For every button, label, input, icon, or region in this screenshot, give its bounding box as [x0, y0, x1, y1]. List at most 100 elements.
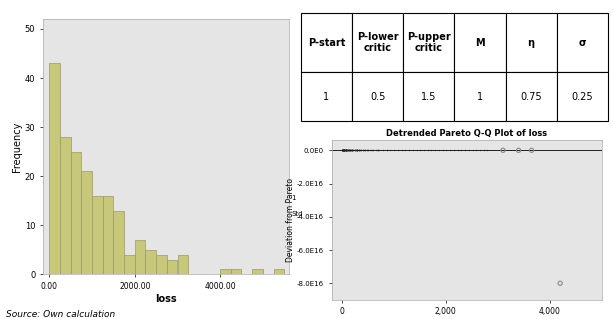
Point — [341, 148, 351, 153]
Point — [338, 148, 348, 153]
Point — [345, 148, 355, 153]
Point — [341, 148, 351, 153]
Point — [340, 148, 349, 153]
Point — [354, 148, 363, 153]
Point — [348, 148, 357, 153]
Point — [341, 148, 351, 153]
Bar — [177, 255, 188, 274]
Bar — [146, 250, 156, 274]
Point — [344, 148, 354, 153]
Bar — [49, 63, 60, 274]
Point — [349, 148, 359, 153]
Point — [345, 148, 355, 153]
Point — [464, 148, 473, 153]
Point — [527, 148, 537, 153]
Point — [434, 148, 444, 153]
Point — [514, 148, 524, 153]
Point — [419, 148, 429, 153]
Point — [341, 148, 351, 153]
Point — [365, 148, 375, 153]
Point — [341, 148, 351, 153]
Point — [475, 148, 485, 153]
Point — [339, 148, 349, 153]
Point — [382, 148, 392, 153]
Point — [342, 148, 352, 153]
Bar — [156, 255, 166, 274]
Point — [386, 148, 395, 153]
Point — [343, 148, 352, 153]
Point — [342, 148, 352, 153]
Point — [338, 148, 348, 153]
Point — [340, 148, 350, 153]
Point — [341, 148, 351, 153]
Point — [358, 148, 368, 153]
Point — [351, 148, 360, 153]
Point — [389, 148, 399, 153]
Point — [341, 148, 351, 153]
Point — [339, 148, 349, 153]
Point — [341, 148, 351, 153]
Point — [483, 148, 492, 153]
Bar — [92, 196, 103, 274]
Point — [359, 148, 369, 153]
Point — [338, 148, 348, 153]
Point — [341, 148, 351, 153]
X-axis label: loss: loss — [155, 294, 177, 304]
Bar — [220, 270, 231, 274]
Point — [441, 148, 451, 153]
Point — [362, 148, 371, 153]
Point — [339, 148, 349, 153]
Y-axis label: Frequency: Frequency — [12, 122, 22, 172]
Point — [341, 148, 351, 153]
Point — [456, 148, 466, 153]
Point — [408, 148, 418, 153]
Bar — [252, 270, 263, 274]
Point — [340, 148, 349, 153]
Point — [352, 148, 362, 153]
Text: 1: 1 — [292, 195, 296, 201]
Point — [343, 148, 353, 153]
Point — [359, 148, 368, 153]
Point — [342, 148, 352, 153]
Point — [346, 148, 356, 153]
Bar — [124, 255, 134, 274]
Point — [453, 148, 462, 153]
Point — [354, 148, 364, 153]
Text: Source: Own calculation: Source: Own calculation — [6, 310, 115, 319]
Point — [368, 148, 378, 153]
Point — [472, 148, 481, 153]
Point — [354, 148, 363, 153]
Point — [341, 148, 351, 153]
Point — [337, 148, 347, 153]
Point — [350, 148, 360, 153]
Point — [343, 148, 352, 153]
Point — [348, 148, 358, 153]
Point — [344, 148, 354, 153]
Point — [340, 148, 350, 153]
Point — [341, 148, 351, 153]
Point — [346, 148, 356, 153]
Point — [555, 281, 565, 286]
Point — [339, 148, 349, 153]
Point — [430, 148, 440, 153]
Title: Detrended Pareto Q-Q Plot of loss: Detrended Pareto Q-Q Plot of loss — [386, 129, 547, 138]
Point — [350, 148, 360, 153]
Point — [356, 148, 365, 153]
Point — [346, 148, 356, 153]
Point — [351, 148, 360, 153]
Point — [373, 148, 383, 153]
Point — [338, 148, 348, 153]
Point — [356, 148, 365, 153]
Point — [345, 148, 355, 153]
Point — [340, 148, 349, 153]
Point — [468, 148, 478, 153]
Point — [363, 148, 373, 153]
Point — [352, 148, 362, 153]
Bar — [82, 171, 92, 274]
Point — [373, 148, 383, 153]
Point — [355, 148, 365, 153]
Point — [338, 148, 348, 153]
Point — [338, 148, 348, 153]
Point — [338, 148, 348, 153]
Point — [449, 148, 459, 153]
